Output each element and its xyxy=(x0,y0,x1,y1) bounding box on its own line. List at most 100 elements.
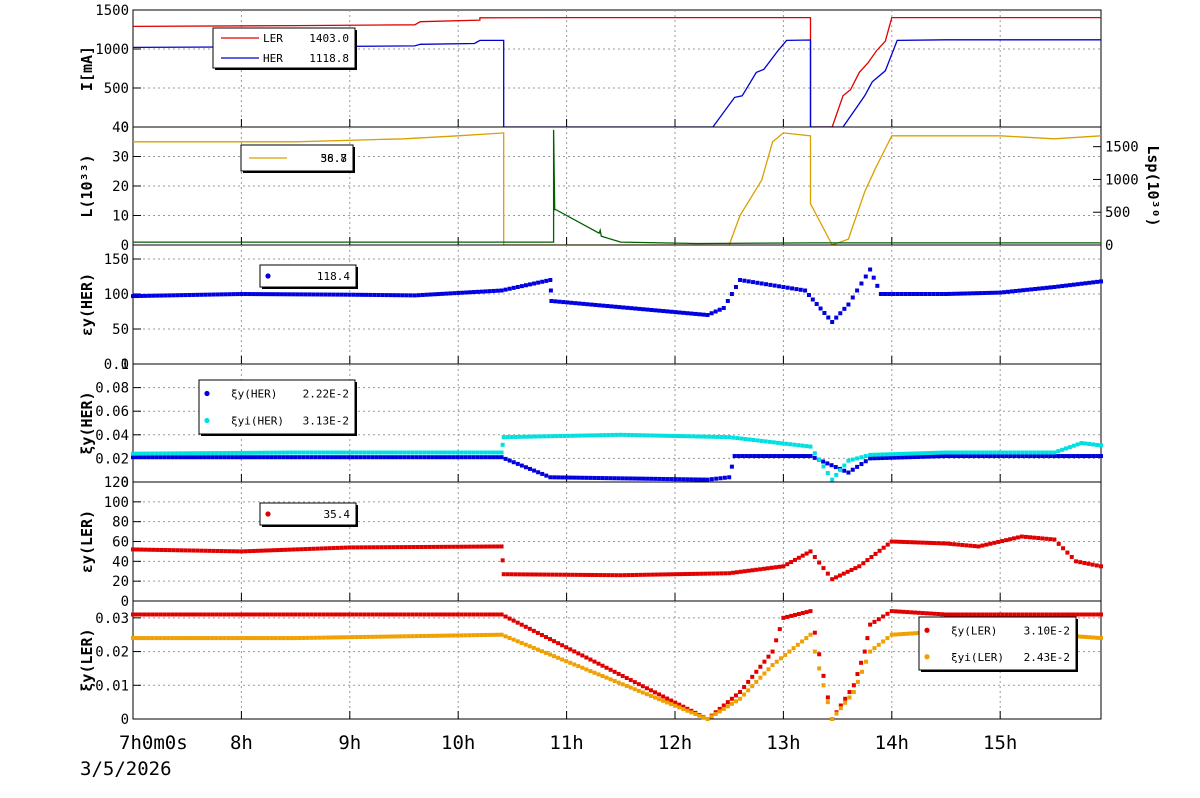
data-point xyxy=(967,291,972,296)
data-point xyxy=(243,549,248,554)
data-point xyxy=(899,292,904,296)
data-point xyxy=(888,452,893,457)
data-point xyxy=(1002,290,1007,295)
data-point xyxy=(756,454,761,459)
legend-value: 58.8 xyxy=(321,152,348,165)
data-point xyxy=(825,700,830,705)
legend-value: 1403.0 xyxy=(309,32,349,45)
data-point xyxy=(770,663,775,668)
data-point xyxy=(475,289,480,294)
data-point xyxy=(350,612,355,617)
data-point xyxy=(313,612,318,617)
data-point xyxy=(342,450,347,455)
data-point xyxy=(705,477,710,482)
data-point xyxy=(909,631,914,636)
data-point xyxy=(612,669,617,674)
data-point xyxy=(544,278,549,283)
data-point xyxy=(723,435,728,440)
data-point xyxy=(1099,443,1103,448)
data-point xyxy=(681,310,686,315)
data-point xyxy=(535,647,540,652)
data-point xyxy=(568,647,573,652)
data-point xyxy=(287,292,292,297)
data-point xyxy=(238,612,243,617)
data-point xyxy=(210,451,215,456)
data-point xyxy=(455,544,460,549)
data-point xyxy=(859,660,864,665)
data-point xyxy=(354,455,359,460)
data-point xyxy=(483,544,488,549)
data-point xyxy=(897,609,902,614)
data-point xyxy=(261,455,266,460)
data-point xyxy=(803,288,808,293)
data-point xyxy=(380,293,385,298)
data-point xyxy=(239,549,244,554)
data-point xyxy=(491,450,496,455)
data-point xyxy=(834,575,839,580)
data-point xyxy=(249,636,254,641)
data-point xyxy=(1069,554,1074,559)
data-point xyxy=(452,291,457,296)
data-point xyxy=(483,612,488,617)
data-point xyxy=(269,612,274,617)
data-point xyxy=(363,545,368,550)
data-point xyxy=(331,546,336,551)
data-point xyxy=(636,682,641,687)
data-point xyxy=(542,572,547,577)
data-point xyxy=(1019,534,1024,539)
data-point xyxy=(491,455,496,460)
data-point xyxy=(259,548,264,553)
data-point xyxy=(333,450,338,455)
data-point xyxy=(751,280,756,285)
data-point xyxy=(634,572,639,577)
data-point xyxy=(932,611,937,616)
data-point xyxy=(402,612,407,617)
data-point xyxy=(301,635,306,640)
data-point xyxy=(167,293,172,298)
data-point xyxy=(948,450,953,455)
data-point xyxy=(932,454,937,459)
data-point xyxy=(277,636,282,641)
data-point xyxy=(150,451,155,456)
data-point xyxy=(788,442,793,447)
data-point xyxy=(1074,559,1079,564)
data-point xyxy=(275,292,280,297)
data-point xyxy=(808,632,813,637)
data-point xyxy=(539,649,544,654)
data-point xyxy=(297,450,302,455)
data-point xyxy=(636,476,641,481)
data-point xyxy=(709,477,714,482)
data-point xyxy=(912,451,917,456)
data-point xyxy=(1028,612,1033,617)
data-point xyxy=(812,451,817,456)
data-point xyxy=(681,477,686,482)
data-point xyxy=(665,700,670,705)
data-point xyxy=(960,612,965,617)
data-point xyxy=(392,293,397,298)
data-point xyxy=(771,440,776,445)
data-point xyxy=(905,540,910,545)
data-point xyxy=(614,573,619,578)
data-point xyxy=(654,433,659,438)
data-point xyxy=(1064,454,1069,459)
data-point xyxy=(222,636,227,641)
data-point xyxy=(675,572,680,577)
data-point xyxy=(988,450,993,455)
data-point xyxy=(325,635,330,640)
data-point xyxy=(992,540,997,545)
data-point xyxy=(853,566,858,571)
data-point xyxy=(665,696,670,701)
data-point xyxy=(697,713,702,718)
data-point xyxy=(1052,454,1057,459)
data-point xyxy=(988,454,993,459)
data-point xyxy=(1024,450,1029,455)
data-point xyxy=(447,455,452,460)
data-point xyxy=(301,612,306,617)
data-point xyxy=(589,302,594,307)
data-point xyxy=(198,612,203,617)
data-point xyxy=(893,632,898,637)
data-point xyxy=(463,544,468,549)
panel-current: 0 500 1000 1500 I[mA] LER 1403.0 HER 1118.8 xyxy=(78,3,1102,136)
data-point xyxy=(996,454,1001,459)
data-point xyxy=(851,683,856,688)
